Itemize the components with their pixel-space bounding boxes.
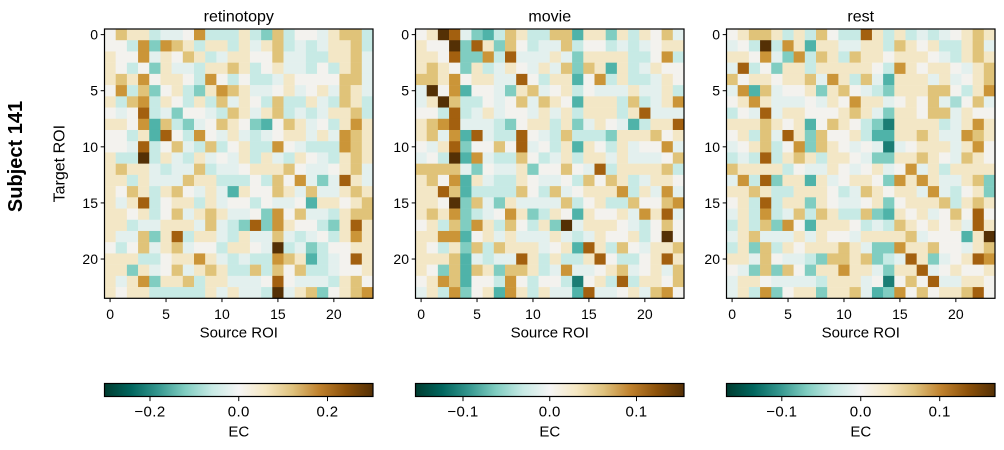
svg-text:5: 5 bbox=[162, 306, 170, 322]
svg-text:15: 15 bbox=[704, 195, 720, 211]
svg-text:0.1: 0.1 bbox=[929, 404, 951, 421]
svg-text:0: 0 bbox=[728, 306, 736, 322]
svg-text:Target ROI: Target ROI bbox=[52, 125, 69, 202]
svg-text:rest: rest bbox=[847, 9, 874, 26]
svg-text:20: 20 bbox=[393, 251, 409, 267]
svg-text:15: 15 bbox=[270, 306, 286, 322]
svg-text:EC: EC bbox=[539, 424, 560, 441]
svg-text:10: 10 bbox=[82, 139, 98, 155]
svg-text:0.0: 0.0 bbox=[539, 404, 561, 421]
svg-text:0: 0 bbox=[401, 27, 409, 43]
svg-text:5: 5 bbox=[90, 83, 98, 99]
svg-text:retinotopy: retinotopy bbox=[204, 9, 274, 26]
svg-text:movie: movie bbox=[528, 9, 571, 26]
svg-text:Source ROI: Source ROI bbox=[822, 325, 900, 342]
svg-text:10: 10 bbox=[525, 306, 541, 322]
svg-text:0: 0 bbox=[106, 306, 114, 322]
svg-text:5: 5 bbox=[784, 306, 792, 322]
svg-text:−0.1: −0.1 bbox=[766, 404, 797, 421]
svg-text:Subject 141: Subject 141 bbox=[5, 101, 27, 212]
svg-text:20: 20 bbox=[948, 306, 964, 322]
svg-text:20: 20 bbox=[704, 251, 720, 267]
svg-text:Source ROI: Source ROI bbox=[200, 325, 278, 342]
svg-text:15: 15 bbox=[82, 195, 98, 211]
svg-text:Source ROI: Source ROI bbox=[511, 325, 589, 342]
svg-text:0.0: 0.0 bbox=[850, 404, 872, 421]
svg-text:15: 15 bbox=[892, 306, 908, 322]
svg-text:0: 0 bbox=[712, 27, 720, 43]
svg-text:15: 15 bbox=[581, 306, 597, 322]
svg-text:10: 10 bbox=[704, 139, 720, 155]
svg-text:20: 20 bbox=[326, 306, 342, 322]
svg-text:20: 20 bbox=[637, 306, 653, 322]
svg-text:10: 10 bbox=[836, 306, 852, 322]
svg-text:5: 5 bbox=[473, 306, 481, 322]
svg-text:0: 0 bbox=[417, 306, 425, 322]
svg-text:5: 5 bbox=[401, 83, 409, 99]
svg-text:0.2: 0.2 bbox=[316, 404, 338, 421]
svg-text:−0.1: −0.1 bbox=[447, 404, 478, 421]
svg-text:5: 5 bbox=[712, 83, 720, 99]
svg-text:0.1: 0.1 bbox=[625, 404, 647, 421]
svg-text:EC: EC bbox=[850, 424, 871, 441]
svg-text:10: 10 bbox=[214, 306, 230, 322]
svg-text:0.0: 0.0 bbox=[228, 404, 250, 421]
svg-text:−0.2: −0.2 bbox=[134, 404, 165, 421]
svg-text:EC: EC bbox=[228, 424, 249, 441]
svg-text:0: 0 bbox=[90, 27, 98, 43]
svg-text:20: 20 bbox=[82, 251, 98, 267]
svg-text:15: 15 bbox=[393, 195, 409, 211]
svg-text:10: 10 bbox=[393, 139, 409, 155]
